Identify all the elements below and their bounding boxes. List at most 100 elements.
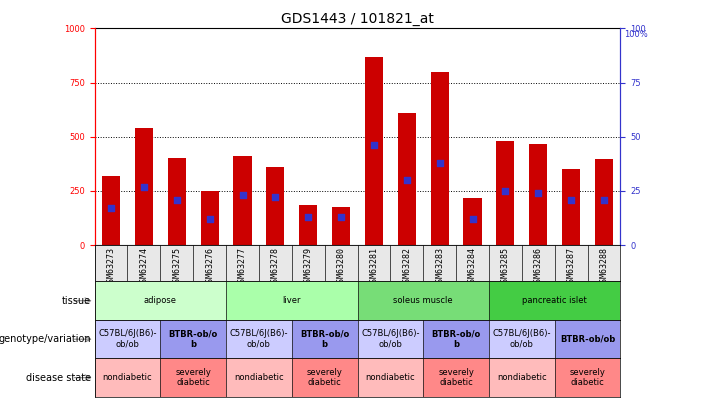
Text: C57BL/6J(B6)-
ob/ob: C57BL/6J(B6)- ob/ob (98, 330, 157, 349)
Bar (226, 320, 292, 358)
Text: soleus muscle: soleus muscle (393, 296, 453, 305)
Point (434, 160, 445, 166)
Bar (299, 205, 318, 245)
Text: 100%: 100% (624, 30, 648, 39)
Bar (161, 358, 226, 397)
Bar (522, 245, 554, 281)
Bar (226, 358, 292, 397)
Bar (397, 113, 416, 245)
Bar (168, 158, 186, 245)
Bar (325, 245, 358, 281)
Bar (595, 160, 613, 245)
Point (270, 194, 281, 200)
Bar (423, 245, 456, 281)
Bar (423, 320, 489, 358)
Bar (233, 156, 252, 245)
Bar (489, 358, 554, 397)
Bar (332, 207, 350, 245)
Bar (259, 245, 292, 281)
Text: severely
diabetic: severely diabetic (175, 368, 211, 387)
Bar (95, 245, 128, 281)
Text: severely
diabetic: severely diabetic (307, 368, 343, 387)
Title: GDS1443 / 101821_at: GDS1443 / 101821_at (281, 12, 434, 26)
Bar (463, 198, 482, 245)
Text: C57BL/6J(B6)-
ob/ob: C57BL/6J(B6)- ob/ob (230, 330, 288, 349)
Text: severely
diabetic: severely diabetic (438, 368, 474, 387)
Bar (135, 128, 153, 245)
Text: GSM63278: GSM63278 (271, 247, 280, 287)
Bar (102, 176, 120, 245)
Bar (489, 281, 620, 320)
Text: nondiabetic: nondiabetic (234, 373, 284, 382)
Text: GSM63279: GSM63279 (304, 247, 313, 287)
Text: tissue: tissue (62, 296, 91, 306)
Bar (292, 358, 358, 397)
Text: pancreatic islet: pancreatic islet (522, 296, 587, 305)
Point (401, 177, 412, 183)
Text: C57BL/6J(B6)-
ob/ob: C57BL/6J(B6)- ob/ob (361, 330, 420, 349)
Bar (200, 191, 219, 245)
Bar (193, 245, 226, 281)
Bar (554, 245, 587, 281)
Bar (95, 358, 161, 397)
Bar (95, 320, 161, 358)
Text: severely
diabetic: severely diabetic (570, 368, 606, 387)
Bar (128, 245, 161, 281)
Bar (358, 358, 423, 397)
Point (237, 192, 248, 198)
Text: BTBR-ob/ob: BTBR-ob/ob (560, 335, 615, 344)
Point (171, 196, 182, 203)
Text: disease state: disease state (26, 373, 91, 383)
Point (336, 213, 347, 220)
Text: GSM63273: GSM63273 (107, 247, 116, 287)
Text: GSM63274: GSM63274 (139, 247, 149, 287)
Text: GSM63275: GSM63275 (172, 247, 182, 287)
Text: nondiabetic: nondiabetic (365, 373, 415, 382)
Bar (292, 320, 358, 358)
Bar (358, 245, 390, 281)
Bar (226, 245, 259, 281)
Bar (562, 169, 580, 245)
Bar (390, 245, 423, 281)
Point (303, 213, 314, 220)
Text: liver: liver (283, 296, 301, 305)
Point (500, 188, 511, 194)
Text: GSM63283: GSM63283 (435, 247, 444, 287)
Bar (226, 281, 358, 320)
Text: GSM63282: GSM63282 (402, 247, 411, 287)
Bar (358, 320, 423, 358)
Text: adipose: adipose (144, 296, 177, 305)
Bar (554, 320, 620, 358)
Bar (266, 167, 285, 245)
Point (533, 190, 544, 196)
Bar (456, 245, 489, 281)
Text: BTBR-ob/o
b: BTBR-ob/o b (168, 330, 218, 349)
Text: C57BL/6J(B6)-
ob/ob: C57BL/6J(B6)- ob/ob (493, 330, 551, 349)
Text: nondiabetic: nondiabetic (497, 373, 547, 382)
Point (467, 216, 478, 222)
Bar (95, 281, 226, 320)
Bar (496, 141, 515, 245)
Bar (161, 245, 193, 281)
Bar (489, 245, 522, 281)
Bar (161, 320, 226, 358)
Bar (358, 281, 489, 320)
Text: GSM63284: GSM63284 (468, 247, 477, 287)
Point (204, 216, 215, 222)
Text: BTBR-ob/o
b: BTBR-ob/o b (300, 330, 349, 349)
Text: GSM63285: GSM63285 (501, 247, 510, 287)
Text: BTBR-ob/o
b: BTBR-ob/o b (431, 330, 481, 349)
Point (566, 196, 577, 203)
Text: GSM63287: GSM63287 (566, 247, 576, 287)
Bar (365, 57, 383, 245)
Text: nondiabetic: nondiabetic (102, 373, 152, 382)
Text: genotype/variation: genotype/variation (0, 334, 91, 344)
Text: GSM63288: GSM63288 (599, 247, 608, 287)
Bar (292, 245, 325, 281)
Bar (489, 320, 554, 358)
Bar (529, 144, 547, 245)
Point (138, 183, 149, 190)
Text: GSM63277: GSM63277 (238, 247, 247, 287)
Point (105, 205, 116, 211)
Text: GSM63280: GSM63280 (336, 247, 346, 287)
